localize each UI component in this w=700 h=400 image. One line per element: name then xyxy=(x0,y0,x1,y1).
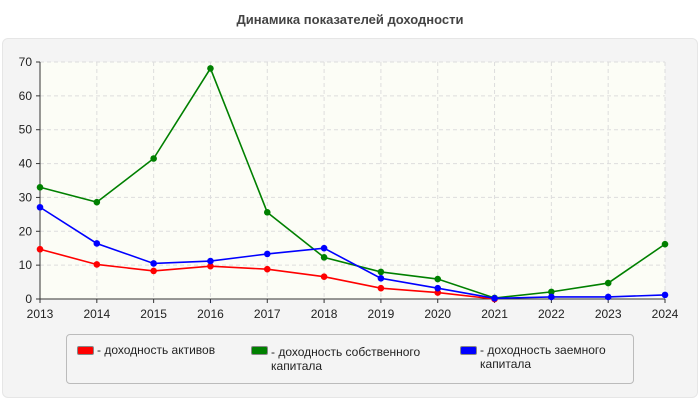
x-tick-label: 2019 xyxy=(368,307,395,321)
data-point-1 xyxy=(548,288,555,296)
x-tick-label: 2022 xyxy=(538,307,565,321)
series-line-1 xyxy=(39,66,666,299)
data-point-1 xyxy=(434,275,442,283)
data-point-1 xyxy=(263,209,271,216)
data-point-0 xyxy=(377,284,385,292)
data-point-2 xyxy=(548,293,555,301)
data-point-0 xyxy=(150,267,157,275)
legend-swatch xyxy=(77,346,94,355)
y-tick-label: 60 xyxy=(19,89,33,103)
x-tick-label: 2020 xyxy=(424,307,451,321)
data-point-2 xyxy=(661,291,669,299)
data-point-1 xyxy=(661,240,669,248)
data-point-2 xyxy=(36,203,44,211)
data-point-2 xyxy=(434,284,442,292)
data-point-2 xyxy=(263,250,271,258)
data-point-1 xyxy=(377,268,385,276)
data-point-2 xyxy=(207,257,214,265)
data-point-0 xyxy=(93,261,101,268)
x-tick-label: 2015 xyxy=(140,307,167,321)
data-point-0 xyxy=(36,245,44,253)
data-point-1 xyxy=(207,65,214,72)
x-tick-label: 2014 xyxy=(83,307,110,321)
x-tick-label: 2016 xyxy=(197,307,224,321)
data-point-2 xyxy=(377,275,385,282)
data-point-2 xyxy=(150,260,157,267)
data-point-1 xyxy=(150,155,157,162)
data-point-1 xyxy=(36,183,44,191)
legend-item-equity: - доходность собственного капитала xyxy=(251,343,431,373)
x-tick-label: 2021 xyxy=(481,307,508,321)
y-tick-label: 30 xyxy=(19,190,33,204)
y-tick-label: 50 xyxy=(19,123,33,137)
data-point-1 xyxy=(320,254,328,261)
x-tick-label: 2018 xyxy=(311,307,338,321)
x-tick-label: 2017 xyxy=(254,307,281,321)
data-point-1 xyxy=(93,198,101,206)
data-point-1 xyxy=(604,279,612,287)
legend-item-assets: - доходность активов xyxy=(77,343,257,357)
y-tick-label: 40 xyxy=(19,157,33,171)
y-tick-label: 20 xyxy=(19,224,33,238)
legend-label: - доходность собственного капитала xyxy=(271,345,421,373)
data-point-0 xyxy=(320,273,328,280)
legend: - доходность активов - доходность собств… xyxy=(66,334,634,384)
y-tick-label: 0 xyxy=(25,292,32,306)
y-tick-label: 10 xyxy=(19,258,33,272)
data-point-2 xyxy=(604,293,612,301)
legend-label: - доходность заемного капитала xyxy=(480,343,606,371)
series-line-2 xyxy=(39,206,666,300)
data-point-0 xyxy=(263,265,271,273)
legend-label: - доходность активов xyxy=(97,343,216,357)
data-point-2 xyxy=(320,244,328,252)
data-point-2 xyxy=(93,240,101,247)
x-tick-label: 2013 xyxy=(27,307,54,321)
y-tick-label: 70 xyxy=(19,55,33,69)
x-tick-label: 2023 xyxy=(595,307,622,321)
data-point-2 xyxy=(491,295,498,302)
legend-swatch xyxy=(251,346,268,355)
chart-title: Динамика показателей доходности xyxy=(236,12,464,27)
data-point-0 xyxy=(207,262,214,270)
x-tick-label: 2024 xyxy=(652,307,679,321)
legend-swatch xyxy=(460,346,477,355)
legend-item-debt: - доходность заемного капитала xyxy=(460,343,630,371)
